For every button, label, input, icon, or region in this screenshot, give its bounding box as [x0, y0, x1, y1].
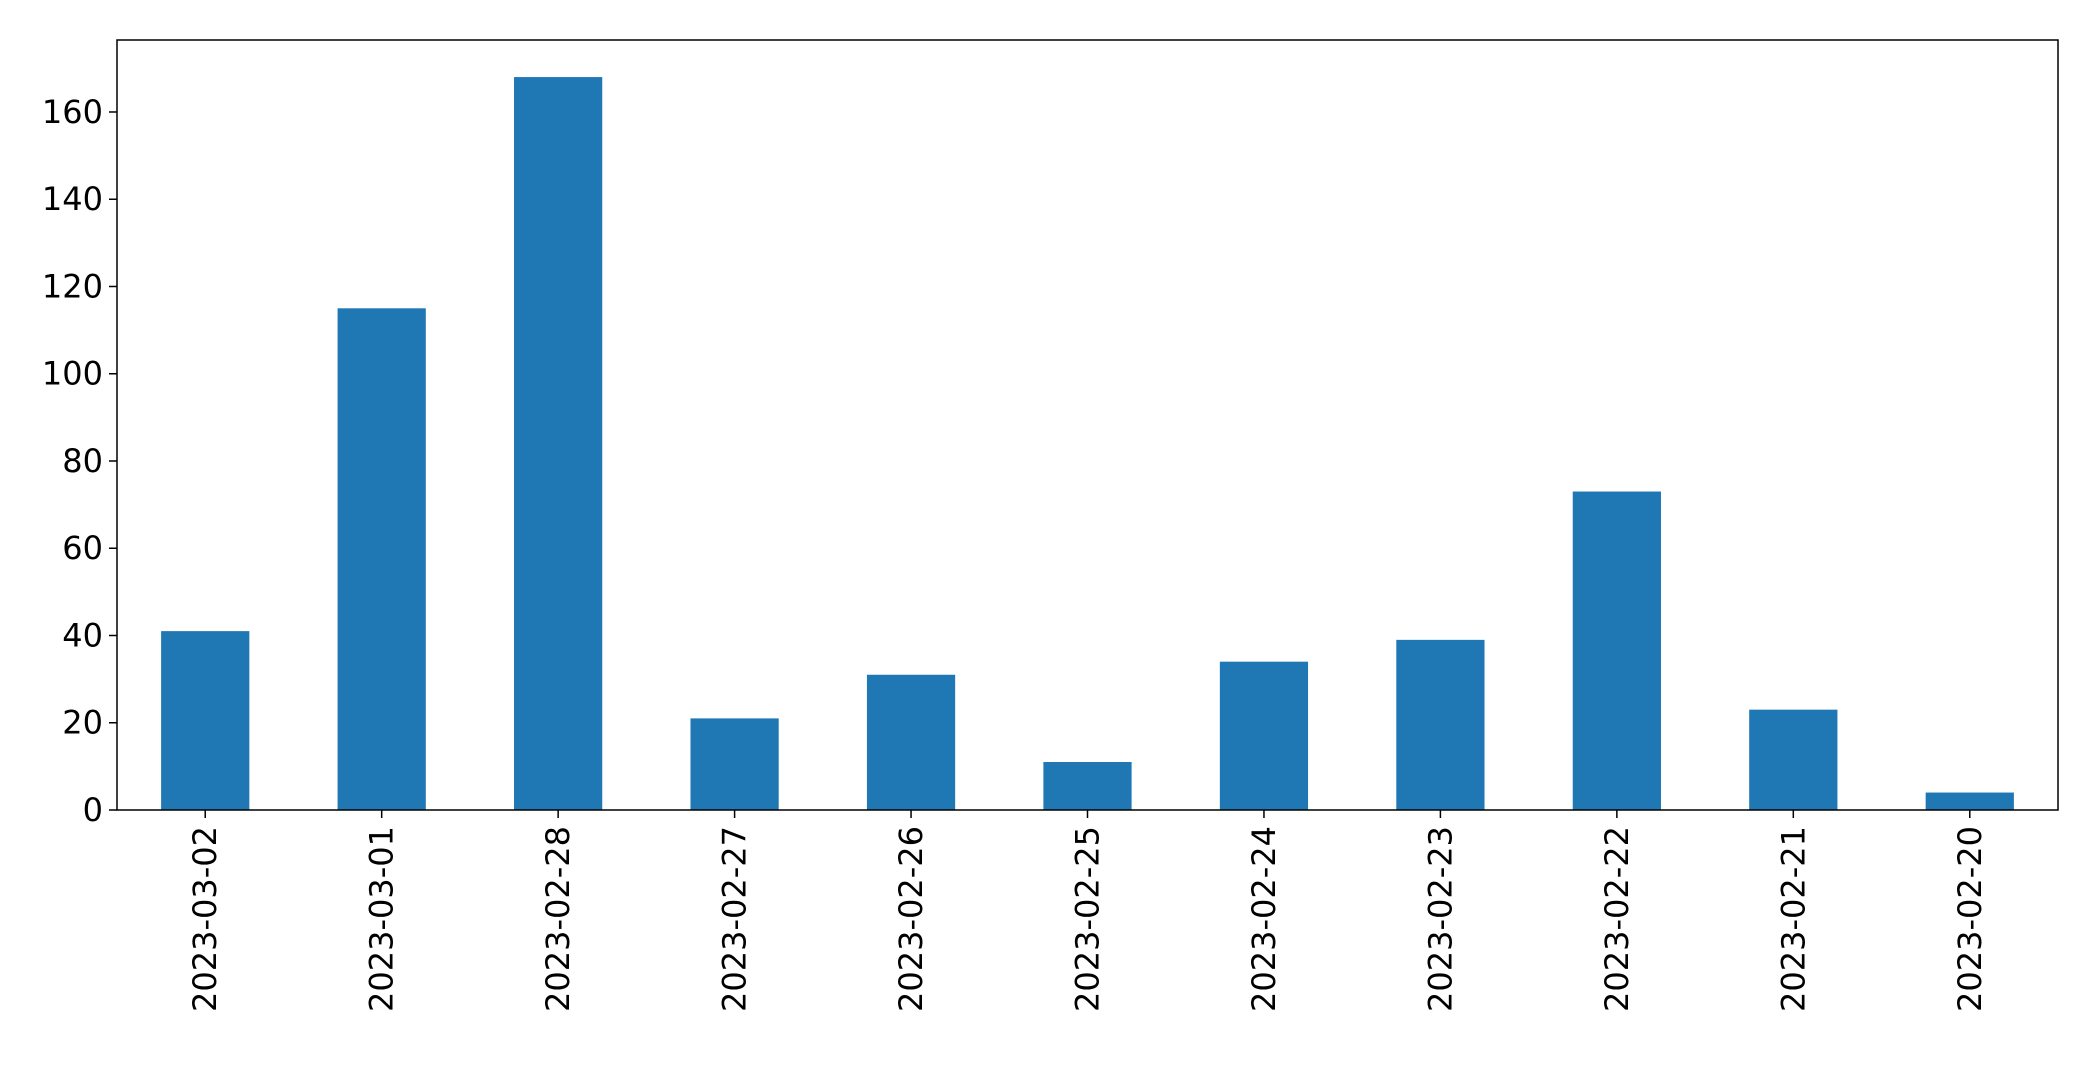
x-tick-label: 2023-02-23 [1421, 826, 1459, 1012]
bar-2023-02-21 [1749, 709, 1838, 810]
x-tick-label: 2023-03-01 [363, 826, 401, 1012]
y-tick-label: 100 [42, 355, 103, 393]
x-tick-label: 2023-02-28 [539, 826, 577, 1012]
x-axis: 2023-03-02 2023-03-01 2023-02-28 2023-02-27… [186, 810, 1989, 1012]
y-tick-label: 20 [62, 704, 103, 742]
bar-2023-02-20 [1925, 792, 2014, 810]
x-tick-label: 2023-02-26 [892, 826, 930, 1012]
x-tick-label: 2023-02-27 [716, 826, 754, 1012]
y-tick-label: 160 [42, 93, 103, 131]
bar-2023-02-24 [1219, 661, 1309, 810]
y-axis: 0 20 40 60 80 100 120 140 160 [42, 93, 117, 829]
bar-2023-02-27 [690, 718, 779, 810]
bars-group [161, 77, 2014, 810]
bar-2023-02-26 [866, 674, 956, 810]
x-tick-label: 2023-02-20 [1951, 826, 1989, 1012]
bar-2023-02-23 [1396, 639, 1485, 810]
x-tick-label: 2023-02-24 [1245, 826, 1283, 1012]
x-tick-label: 2023-02-21 [1774, 826, 1812, 1012]
bar-2023-03-01 [337, 308, 426, 810]
bar-2023-02-28 [514, 77, 603, 810]
bar-2023-03-02 [161, 631, 250, 810]
y-tick-label: 80 [62, 442, 103, 480]
bar-2023-02-22 [1572, 491, 1661, 810]
y-tick-label: 0 [83, 791, 103, 829]
y-tick-label: 140 [42, 180, 103, 218]
y-tick-label: 120 [42, 267, 103, 305]
x-tick-label: 2023-02-22 [1598, 826, 1636, 1012]
bar-2023-02-25 [1043, 762, 1132, 810]
x-tick-label: 2023-02-25 [1069, 826, 1107, 1012]
y-tick-label: 60 [62, 529, 103, 567]
x-tick-label: 2023-03-02 [186, 826, 224, 1012]
y-tick-label: 40 [62, 616, 103, 654]
